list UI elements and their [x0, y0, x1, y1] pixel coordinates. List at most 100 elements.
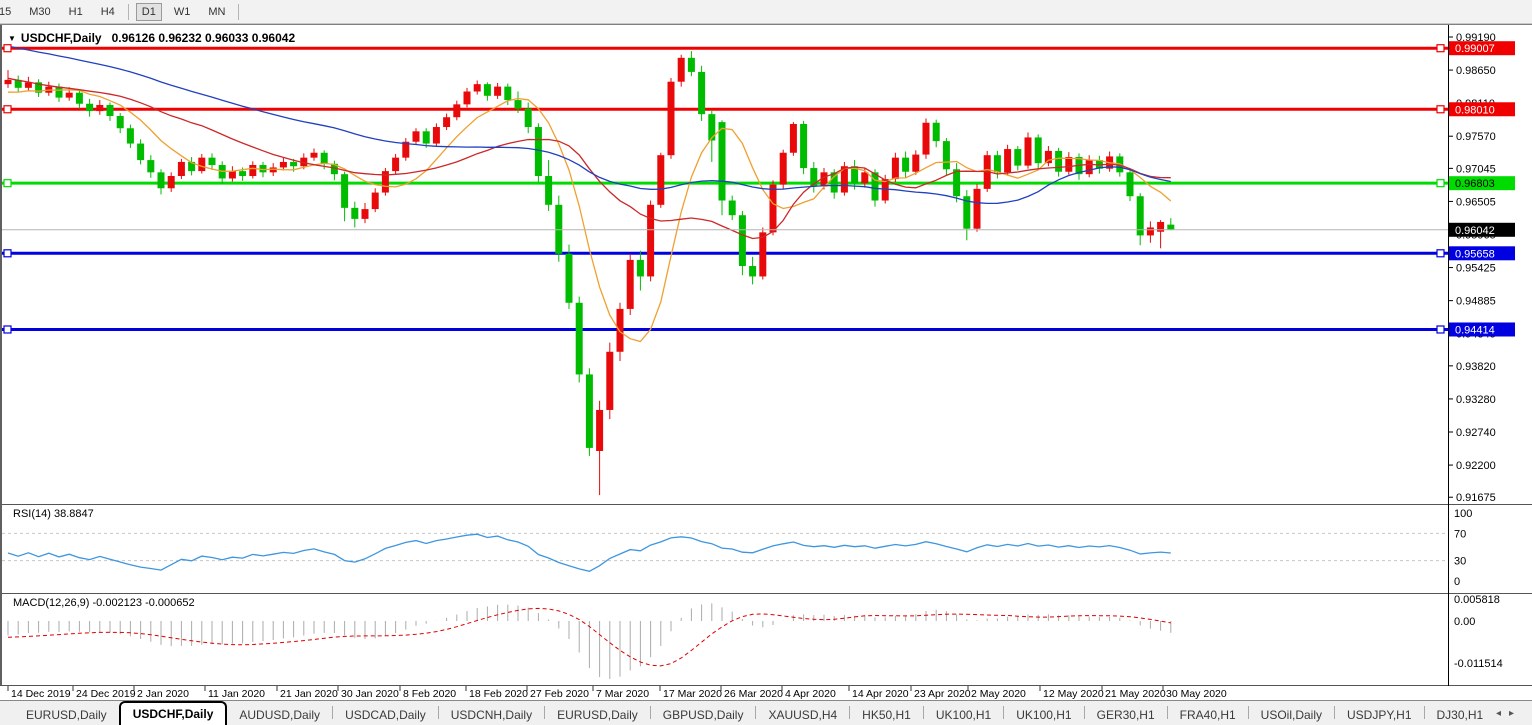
tab-separator: [1003, 705, 1005, 719]
chart-tab-USDCHF,Daily[interactable]: USDCHF,Daily: [118, 701, 228, 725]
timeframe-button-H4[interactable]: H4: [100, 5, 115, 18]
candle-body: [14, 79, 22, 88]
tab-scroll-right-icon[interactable]: ▸: [1508, 707, 1522, 719]
chart-tab-USOil,Daily[interactable]: USOil,Daily: [1260, 708, 1323, 722]
date-axis-label[interactable]: 17 Mar 2020: [663, 688, 722, 700]
candle-body: [891, 157, 899, 180]
tab-scroll-left-icon[interactable]: ◂: [1495, 707, 1509, 719]
candle-body: [483, 84, 491, 96]
tab-separator: [755, 705, 757, 719]
date-axis-label[interactable]: 21 Jan 2020: [280, 688, 338, 700]
candle-body: [902, 157, 910, 172]
line-handle-0.95658[interactable]: [3, 249, 12, 258]
price-axis-label: 0.92200: [1456, 460, 1496, 472]
macd-panel[interactable]: [7, 603, 1172, 679]
chart-tab-DJ30,H1[interactable]: DJ30,H1: [1436, 708, 1484, 722]
candle-body: [290, 161, 298, 167]
candle-body: [86, 103, 94, 112]
date-axis-label[interactable]: 7 Mar 2020: [596, 688, 649, 700]
chart-window: ▼ USDCHF,Daily 0.96126 0.96232 0.96033 0.9…: [0, 24, 1532, 701]
date-axis-label[interactable]: 8 Feb 2020: [403, 688, 456, 700]
timeframe-button-H1[interactable]: H1: [68, 5, 83, 18]
line-handle-0.99007[interactable]: [1436, 44, 1445, 53]
candle-body: [392, 157, 400, 172]
macd-indicator-label: MACD(12,26,9) -0.002123 -0.000652: [13, 597, 195, 609]
candle-body: [279, 161, 287, 168]
rsi-axis-label: 70: [1454, 528, 1466, 540]
chart-tab-HK50,H1[interactable]: HK50,H1: [862, 708, 911, 722]
date-axis-label[interactable]: 11 Jan 2020: [208, 688, 265, 700]
candle-body: [647, 204, 655, 277]
price-axis-label: 0.98650: [1456, 65, 1496, 77]
line-handle-0.99007[interactable]: [3, 44, 12, 53]
chart-tab-AUDUSD,Daily[interactable]: AUDUSD,Daily: [239, 708, 321, 722]
date-axis-label[interactable]: 2 Jan 2020: [137, 688, 189, 700]
line-handle-0.96803[interactable]: [3, 179, 12, 188]
date-axis-label[interactable]: 27 Feb 2020: [530, 688, 589, 700]
chart-tab-EURUSD,Daily[interactable]: EURUSD,Daily: [557, 708, 638, 722]
date-axis-label[interactable]: 21 May 2020: [1105, 688, 1166, 700]
candle-body: [575, 302, 583, 375]
date-axis-label[interactable]: 4 Apr 2020: [785, 688, 836, 700]
timeframe-button-MN[interactable]: MN: [208, 5, 226, 18]
candle-body: [759, 232, 767, 277]
timeframe-button-D1[interactable]: D1: [135, 2, 162, 21]
chart-ohlc-values: 0.96126 0.96232 0.96033 0.96042: [111, 31, 296, 45]
rsi-axis-label: 0: [1454, 576, 1460, 588]
candle-body: [840, 166, 848, 193]
chart-canvas[interactable]: 0.991900.986500.981100.975700.970450.965…: [0, 25, 1532, 701]
line-handle-0.94414[interactable]: [1436, 325, 1445, 334]
line-handle-0.98010[interactable]: [3, 105, 12, 114]
date-axis-label[interactable]: 18 Feb 2020: [469, 688, 528, 700]
candle-body: [239, 171, 247, 177]
date-axis-label[interactable]: 26 Mar 2020: [724, 688, 783, 700]
date-axis-label[interactable]: 2 May 2020: [971, 688, 1026, 700]
date-axis-label[interactable]: 30 Jan 2020: [341, 688, 399, 700]
candle-body: [545, 176, 553, 205]
timeframe-button-W1[interactable]: W1: [173, 5, 191, 18]
candle-body: [749, 266, 757, 277]
chart-tab-GER30,H1[interactable]: GER30,H1: [1096, 708, 1155, 722]
tab-separator: [922, 705, 924, 719]
chart-tab-FRA40,H1[interactable]: FRA40,H1: [1179, 708, 1236, 722]
candle-body: [800, 123, 808, 169]
chart-tab-XAUUSD,H4[interactable]: XAUUSD,H4: [768, 708, 838, 722]
candle-body: [524, 108, 532, 128]
rsi-axis-label: 30: [1454, 556, 1466, 568]
chart-tab-USDCNH,Daily[interactable]: USDCNH,Daily: [450, 708, 533, 722]
tab-scroll-arrows: ◂▸: [1496, 708, 1522, 719]
price-panel[interactable]: [2, 44, 1448, 496]
date-axis-label[interactable]: 30 May 2020: [1166, 688, 1227, 700]
moving-average-mid: [7, 77, 1171, 240]
timeframe-button-M30[interactable]: M30: [29, 5, 51, 18]
candle-body: [1167, 224, 1175, 230]
chart-dropdown-icon[interactable]: ▼: [8, 34, 16, 43]
date-axis-label[interactable]: 14 Apr 2020: [852, 688, 909, 700]
candle-body: [473, 84, 481, 92]
line-handle-0.94414[interactable]: [3, 325, 12, 334]
candle-body: [1034, 137, 1042, 164]
chart-tab-EURUSD,Daily[interactable]: EURUSD,Daily: [26, 708, 107, 722]
candle-body: [75, 92, 83, 104]
line-handle-0.95658[interactable]: [1436, 249, 1445, 258]
rsi-panel[interactable]: [2, 532, 1448, 572]
date-axis-label[interactable]: 24 Dec 2019: [76, 688, 136, 700]
timeframe-button-15[interactable]: 15: [0, 5, 12, 18]
candle-body: [1065, 157, 1073, 172]
date-axis-label[interactable]: 23 Apr 2020: [914, 688, 971, 700]
line-handle-0.96803[interactable]: [1436, 179, 1445, 188]
chart-tab-UK100,H1[interactable]: UK100,H1: [1016, 708, 1072, 722]
date-axis-label[interactable]: 14 Dec 2019: [11, 688, 71, 700]
chart-tab-USDCAD,Daily[interactable]: USDCAD,Daily: [345, 708, 426, 722]
date-axis-label[interactable]: 12 May 2020: [1043, 688, 1104, 700]
candle-body: [504, 86, 512, 101]
line-handle-0.98010[interactable]: [1436, 105, 1445, 114]
candle-body: [687, 57, 695, 72]
chart-tab-USDJPY,H1[interactable]: USDJPY,H1: [1347, 708, 1412, 722]
chart-tab-UK100,H1[interactable]: UK100,H1: [935, 708, 992, 722]
candle-body: [830, 172, 838, 193]
chart-tab-GBPUSD,Daily[interactable]: GBPUSD,Daily: [662, 708, 744, 722]
rsi-name: RSI(14): [13, 508, 51, 520]
price-badge-0.98010-text: 0.98010: [1455, 104, 1495, 116]
macd-current-values: -0.002123 -0.000652: [92, 597, 195, 609]
